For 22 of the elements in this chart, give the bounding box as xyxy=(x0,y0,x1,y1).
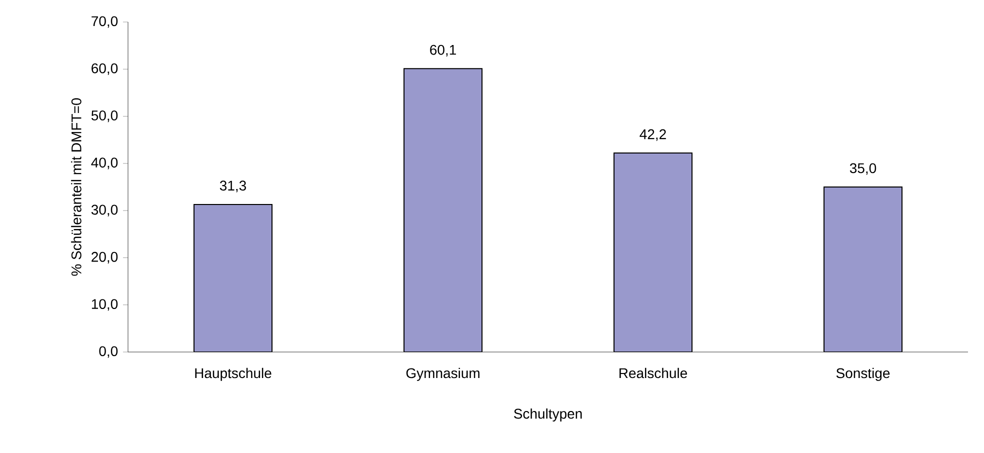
bar xyxy=(614,152,693,352)
bar xyxy=(824,186,903,352)
y-tick-label: 70,0 xyxy=(92,16,118,28)
data-label: 42,2 xyxy=(640,129,666,141)
y-tick-label: 50,0 xyxy=(91,110,118,122)
bar xyxy=(404,68,483,352)
x-tick-label: Realschule xyxy=(620,368,688,378)
x-tick-label: Sonstige xyxy=(836,368,890,381)
data-label: 60,1 xyxy=(430,44,456,56)
x-axis-title: Schultypen xyxy=(514,408,582,422)
y-axis-title: % Schüleranteil mit DMFT=0 xyxy=(71,98,82,276)
x-tick-label: Hauptschule xyxy=(195,368,272,381)
y-tick-label: 20,0 xyxy=(92,252,118,264)
y-tick-label: 0,0 xyxy=(99,346,118,358)
y-tick-label: 10,0 xyxy=(92,299,118,311)
y-tick-label: 40,0 xyxy=(91,158,118,170)
bar xyxy=(194,204,273,352)
y-tick-label: 60,0 xyxy=(92,63,118,75)
y-tick-label: 30,0 xyxy=(91,204,118,216)
x-tick-label: Gymnasium xyxy=(406,368,480,381)
data-label: 35,0 xyxy=(850,163,876,175)
data-label: 31,3 xyxy=(220,180,246,192)
